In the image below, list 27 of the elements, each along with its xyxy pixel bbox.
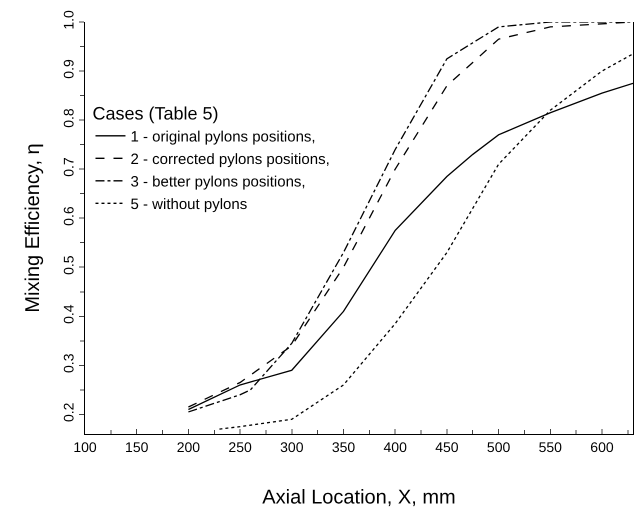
x-tick-label: 500 (486, 438, 510, 455)
y-axis-title: Mixing Efficiency, η (22, 143, 44, 313)
y-tick-label: 0.8 (60, 108, 76, 128)
y-tick-label: 0.2 (60, 402, 76, 422)
y-tick-label: 0.4 (60, 304, 76, 324)
x-tick-label: 150 (125, 438, 149, 455)
x-tick-label: 200 (176, 438, 200, 455)
x-tick-label: 250 (228, 438, 252, 455)
x-tick-label: 450 (435, 438, 459, 455)
legend-label: 2 - corrected pylons positions, (130, 151, 330, 168)
x-tick-label: 400 (384, 438, 408, 455)
legend-label: 5 - without pylons (130, 196, 248, 214)
y-tick-label: 0.6 (60, 206, 76, 226)
x-tick-label: 300 (280, 438, 304, 455)
y-tick-label: 0.7 (60, 157, 76, 177)
y-tick-label: 1.0 (60, 10, 76, 30)
y-tick-label: 0.9 (60, 59, 76, 79)
legend-title: Cases (Table 5) (92, 104, 219, 124)
y-tick-label: 0.5 (60, 255, 76, 275)
x-tick-label: 350 (332, 438, 356, 455)
legend-label: 1 - original pylons positions, (130, 128, 316, 146)
x-axis-title: Axial Location, X, mm (262, 486, 456, 508)
x-tick-label: 600 (590, 438, 614, 455)
legend-label: 3 - better pylons positions, (130, 174, 306, 191)
y-tick-label: 0.3 (60, 353, 76, 373)
x-tick-label: 550 (538, 438, 562, 455)
x-tick-label: 100 (73, 438, 97, 455)
